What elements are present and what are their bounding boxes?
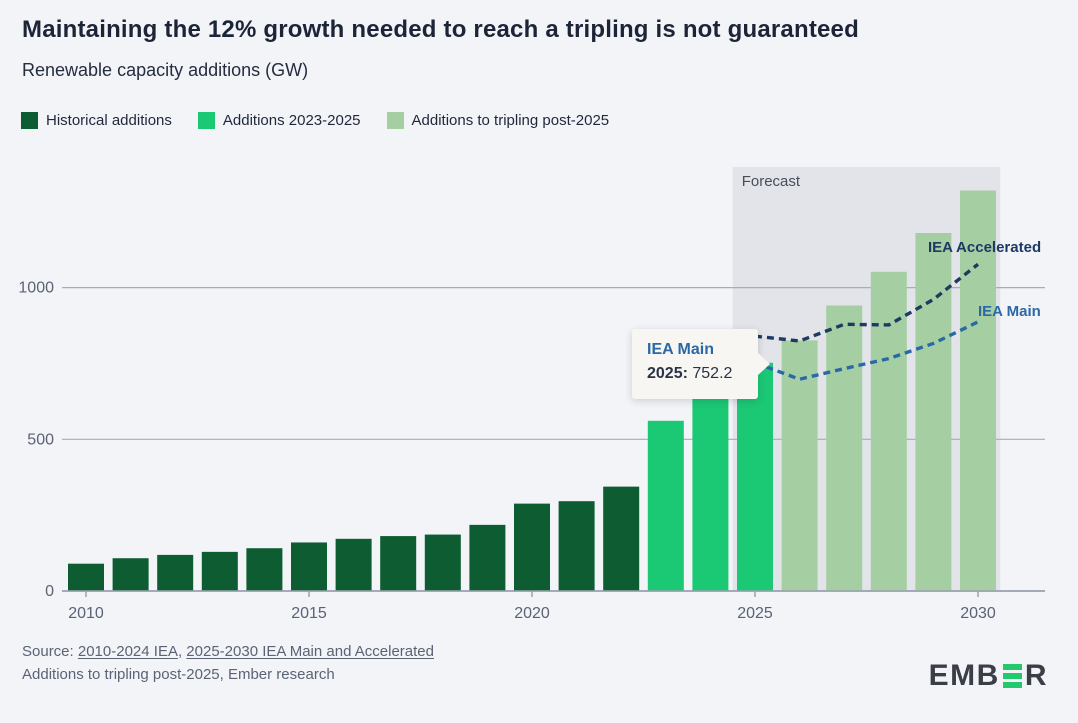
tooltip-series-name: IEA Main — [647, 341, 714, 358]
line-iea-accelerated — [754, 262, 980, 343]
legend-label: Historical additions — [46, 112, 172, 129]
bar-2022[interactable] — [603, 486, 640, 591]
source-separator: , — [177, 643, 187, 660]
legend-item-additions-to-tripling-post-2025: Additions to tripling post-2025 — [386, 112, 610, 129]
page-title: Maintaining the 12% growth needed to rea… — [22, 16, 859, 43]
page-subtitle: Renewable capacity additions (GW) — [22, 60, 309, 80]
source-prefix: Source: — [22, 643, 78, 660]
bar-2026[interactable] — [781, 340, 818, 591]
bar-2010[interactable] — [68, 563, 104, 591]
bar-2016[interactable] — [335, 538, 372, 591]
bar-2021[interactable] — [558, 501, 595, 591]
bar-2030[interactable] — [960, 190, 996, 591]
bar-2019[interactable] — [469, 524, 506, 591]
tooltip-value-line: 2025: 752.2 — [647, 365, 758, 383]
bar-2025[interactable] — [737, 362, 773, 591]
source-link-1[interactable]: 2010-2024 IEA — [77, 643, 178, 660]
bar-2013[interactable] — [201, 551, 238, 591]
bar-2024[interactable] — [692, 398, 729, 591]
bar-2018[interactable] — [424, 534, 461, 591]
x-tick-label-2015: 2015 — [291, 605, 327, 622]
label-iea-main: IEA Main — [978, 303, 1041, 320]
x-tick-label-2020: 2020 — [514, 605, 550, 622]
bar-2014[interactable] — [246, 548, 283, 591]
tooltip: IEA Main 2025: 752.2 — [632, 329, 770, 399]
legend: Historical additions Additions 2023-2025 A… — [21, 112, 609, 129]
logo-text-left: EMB — [928, 659, 1000, 692]
logo-green-e-icon — [1002, 664, 1022, 688]
forecast-label: Forecast — [742, 173, 801, 190]
bar-2023[interactable] — [647, 420, 684, 591]
legend-swatch-icon — [21, 112, 38, 129]
source-note: Source: 2010-2024 IEA, 2025-2030 IEA Mai… — [22, 640, 434, 686]
bar-2027[interactable] — [826, 305, 863, 591]
legend-label: Additions 2023-2025 — [222, 112, 361, 129]
tooltip-year: 2025: — [647, 365, 688, 382]
label-iea-accelerated: IEA Accelerated — [928, 239, 1042, 256]
legend-label: Additions to tripling post-2025 — [411, 112, 610, 129]
ember-logo: EMB R — [929, 659, 1048, 693]
legend-item-historical-additions: Historical additions — [21, 112, 172, 129]
bar-2012[interactable] — [157, 554, 194, 591]
x-tick-label-2010: 2010 — [68, 605, 104, 622]
source-link-2[interactable]: 2025-2030 IEA Main and Accelerated — [186, 643, 434, 660]
bar-2015[interactable] — [291, 542, 327, 591]
source-line-2: Additions to tripling post-2025, Ember r… — [22, 666, 335, 683]
y-tick-label-1000: 1000 — [18, 280, 54, 297]
legend-swatch-icon — [197, 112, 215, 129]
legend-item-additions-2023-2025: Additions 2023-2025 — [197, 112, 361, 129]
tooltip-value: 752.2 — [692, 365, 733, 382]
bar-2017[interactable] — [380, 536, 417, 591]
forecast-band — [732, 167, 1001, 591]
line-iea-main — [754, 320, 979, 381]
legend-swatch-icon — [386, 112, 404, 129]
bar-2028[interactable] — [870, 271, 907, 591]
y-tick-label-0: 0 — [45, 583, 54, 600]
x-tick-label-2030: 2030 — [960, 605, 996, 622]
logo-text-right: R — [1024, 659, 1048, 692]
bar-2011[interactable] — [112, 558, 149, 591]
bar-2020[interactable] — [514, 503, 550, 591]
bar-2029[interactable] — [915, 232, 952, 591]
x-tick-label-2025: 2025 — [737, 605, 773, 622]
y-tick-label-500: 500 — [27, 431, 54, 448]
